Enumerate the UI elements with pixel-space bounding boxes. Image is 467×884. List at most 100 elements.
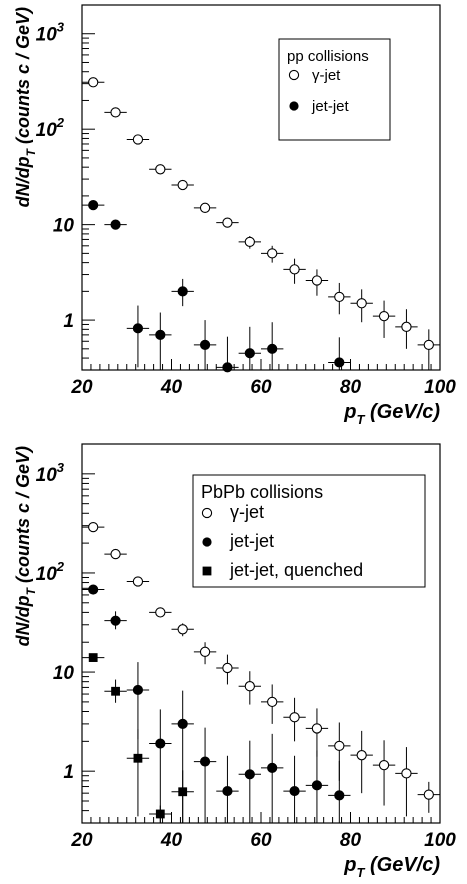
data-point: [350, 730, 373, 794]
marker-filled-circle: [199, 756, 211, 767]
marker-filled-circle: [155, 738, 166, 749]
legend-title: pp collisions: [287, 48, 369, 65]
data-point: [395, 309, 418, 349]
legend-label: γ-jet: [230, 502, 264, 522]
y-tick-label-1: 1: [63, 311, 74, 332]
marker-filled-circle: [222, 362, 233, 373]
data-point: [395, 747, 418, 817]
legend-box: [192, 474, 426, 588]
data-point: [149, 709, 172, 823]
marker-filled-circle: [132, 684, 144, 696]
data-point: [283, 697, 306, 742]
series-jet-jet-quenched: [82, 653, 194, 823]
label-main: dN/dp: [13, 595, 33, 646]
x-tick-label-100: 100: [424, 377, 456, 398]
data-point: [238, 326, 261, 370]
y-tick-base: 10: [36, 120, 58, 141]
marker-open-circle: [267, 248, 278, 259]
legend-label: jet-jet, quenched: [229, 560, 363, 580]
x-axis-label: pT (GeV/c): [343, 854, 440, 880]
data-point: [328, 760, 351, 823]
data-point: [82, 653, 105, 662]
marker-open-circle: [378, 310, 390, 322]
legend-entry-jet: γ-jet: [288, 67, 341, 84]
legend-symbol-filled-square: [202, 566, 212, 576]
label-main: p: [343, 854, 356, 876]
marker-filled-circle: [88, 584, 99, 595]
x-tick-label-20: 20: [70, 377, 93, 398]
marker-filled-circle: [334, 357, 345, 368]
y-tick-base: 10: [36, 564, 58, 585]
data-point: [104, 107, 127, 118]
marker-open-circle: [244, 681, 255, 692]
marker-open-circle: [222, 662, 233, 674]
data-point: [216, 336, 239, 373]
marker-filled-circle: [267, 762, 278, 773]
marker-open-circle: [199, 646, 211, 657]
x-tick-label-20: 20: [70, 830, 93, 851]
data-point: [417, 329, 440, 370]
marker-filled-square: [133, 753, 143, 763]
legend-label: jet-jet: [229, 531, 274, 551]
marker-open-circle: [132, 134, 144, 145]
data-point: [417, 781, 440, 813]
series-jet: [82, 77, 440, 370]
legend-entry-jet-jet-quenched: jet-jet, quenched: [202, 560, 363, 580]
legend-symbol-open-circle: [288, 69, 300, 81]
series-jet: [82, 521, 440, 817]
data-point: [216, 755, 239, 823]
label-rest: (GeV/c): [364, 854, 440, 876]
marker-open-circle: [356, 298, 367, 309]
marker-open-circle: [311, 275, 323, 286]
y-tick-exponent: 2: [56, 559, 65, 574]
legend-entry-jet-jet: jet-jet: [202, 531, 274, 551]
data-point: [82, 521, 105, 533]
data-point: [372, 740, 396, 806]
data-point: [126, 134, 150, 145]
y-tick-exponent: 3: [57, 20, 65, 35]
data-point: [305, 269, 329, 296]
x-tick-label-40: 40: [160, 830, 183, 851]
x-tick-label-40: 40: [160, 377, 183, 398]
marker-filled-circle: [110, 219, 121, 230]
x-axis-label: pT (GeV/c): [343, 401, 440, 427]
legend-title: PbPb collisions: [201, 482, 323, 502]
marker-open-circle: [110, 107, 121, 118]
data-point: [261, 322, 284, 370]
data-point: [216, 654, 239, 685]
x-tick-label-80: 80: [340, 377, 362, 398]
data-point: [193, 320, 217, 370]
legend-entry-jet: γ-jet: [201, 502, 264, 522]
marker-filled-circle: [311, 780, 323, 791]
legend-label: γ-jet: [312, 67, 341, 84]
data-point: [372, 300, 396, 338]
marker-filled-circle: [155, 329, 166, 340]
data-point: [238, 671, 261, 705]
marker-filled-circle: [132, 323, 144, 334]
marker-filled-circle: [110, 615, 121, 626]
data-point: [104, 548, 127, 560]
data-point: [193, 202, 217, 213]
marker-open-circle: [177, 624, 188, 635]
legend-entry-jet-jet: jet-jet: [289, 98, 350, 115]
legend-symbol-open-circle: [201, 507, 213, 519]
data-point: [328, 337, 351, 370]
legend: pp collisions γ-jet jet-jet: [278, 38, 391, 141]
marker-open-circle: [334, 740, 345, 752]
data-point: [149, 607, 172, 618]
y-tick-label-102: 102: [36, 559, 65, 585]
y-tick-label-102: 102: [36, 115, 65, 141]
marker-open-circle: [289, 264, 300, 275]
data-point: [350, 289, 373, 323]
marker-filled-circle: [177, 718, 188, 729]
y-tick-base: 10: [36, 465, 58, 486]
data-point: [82, 77, 105, 88]
data-point: [171, 179, 194, 191]
data-point: [171, 623, 194, 637]
marker-filled-circle: [177, 286, 188, 297]
marker-open-circle: [110, 548, 121, 560]
label-subscript: T: [356, 865, 365, 880]
